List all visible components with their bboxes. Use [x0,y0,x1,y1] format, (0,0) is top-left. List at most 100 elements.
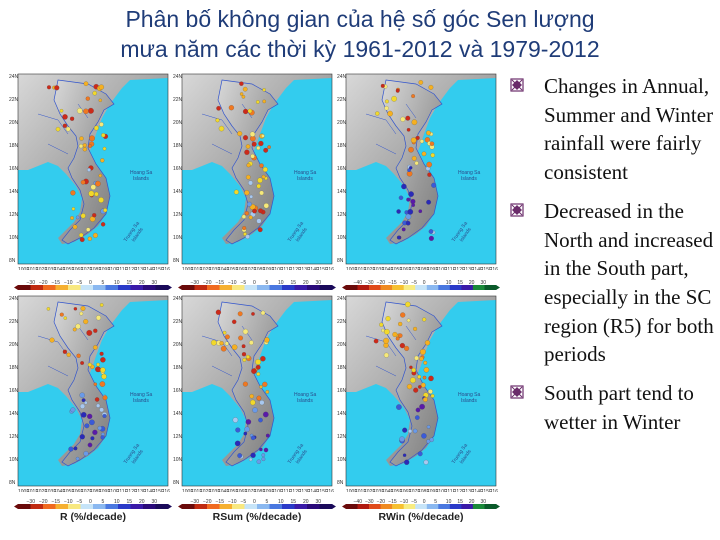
station-dot [263,447,269,453]
lon-tick-label: 110E [436,267,448,270]
lat-tick-label: 22N [337,97,347,103]
station-dot [426,425,431,429]
lon-tick-label: 115E [481,489,493,492]
station-dot [242,135,248,141]
colorbar-swatch [182,504,195,509]
station-dot [251,368,257,374]
station-dot [398,321,403,327]
lat-tick-label: 10N [173,457,183,463]
station-dot [231,344,238,351]
lon-tick-label: 111E [117,489,129,492]
station-dot [80,306,86,311]
colorbar-tick-label: 20 [469,499,475,505]
station-dot [260,310,266,316]
station-dot [218,125,225,132]
colorbar-tick-label: −5 [241,499,247,505]
lat-tick-label: 20N [173,120,183,126]
lon-tick-label: 108E [90,267,102,270]
station-dot [265,433,270,438]
station-dot [262,166,268,172]
colorbar-tick-label: 5 [102,499,105,505]
station-dot [422,375,427,380]
station-dot [248,215,253,220]
station-dot [411,94,415,99]
station-dot [400,312,406,318]
lon-tick-label: 106E [72,489,84,492]
title-line-2: mưa năm các thời kỳ 1961-2012 và 1979-20… [120,36,600,62]
colorbar-tick-label: 30 [152,499,158,505]
lon-tick-label: 100E [182,489,194,492]
lon-tick-label: 116E [162,267,170,270]
lon-tick-label: 104E [54,489,66,492]
station-dot [256,459,262,464]
colorbar-tick-label: 5 [266,499,269,505]
colorbar-swatch [105,285,119,290]
colorbar-swatch [369,285,381,290]
station-dot [68,446,74,452]
colorbar-tick-label: −30 [27,499,36,505]
station-dot [70,407,76,413]
lat-tick-label: 16N [173,388,183,394]
station-dot [80,180,86,185]
station-dot [88,144,92,148]
colorbar-tick-label: 15 [457,499,463,505]
lon-tick-label: 103E [373,267,385,270]
lon-tick-label: 115E [153,267,165,270]
station-dot [409,365,413,370]
station-dot [87,413,93,420]
station-dot [418,385,422,389]
colorbar-swatch [438,504,451,509]
lat-tick-label: 22N [9,319,19,325]
colorbar-tick-label: 15 [127,499,133,505]
lon-tick-label: 109E [427,489,439,492]
hoang-sa-label: Hoang Sa [294,170,316,176]
station-dot [256,145,261,150]
lat-tick-label: 16N [9,388,19,394]
station-dot [62,114,68,120]
hoang-sa-sublabel: Islands [461,398,477,404]
lon-tick-label: 111E [117,267,129,270]
station-dot [395,336,400,341]
colorbar-tick-label: 10 [114,280,120,286]
colorbar-tick-label: −20 [39,499,48,505]
station-dot [249,393,254,399]
station-dot [263,203,269,209]
hoang-sa-label: Hoang Sa [458,170,480,176]
station-dot [216,105,221,111]
lat-tick-label: 20N [173,342,183,348]
map-annual-1961-2012: 24N 22N 20N 18N 16N 14N 12N 10N 8N Hoang Sa Island… [8,70,170,270]
colorbar-swatch [232,504,245,509]
station-dot [244,190,250,196]
station-dot [422,317,427,322]
colorbar-swatch [357,504,370,509]
station-dot [405,220,411,226]
colorbar-swatch [415,285,427,290]
station-dot [249,131,256,137]
station-dot [59,108,64,113]
station-dot [426,130,431,136]
station-dot [426,439,431,444]
station-dot [256,183,261,189]
lon-tick-label: 111E [281,489,293,492]
station-dot [256,372,261,376]
bullet-glyph-icon [510,203,524,217]
lon-tick-label: 101E [191,267,203,270]
station-dot [102,395,108,401]
colorbar-swatch [449,504,462,509]
lon-tick-label: 103E [209,267,221,270]
station-dot [65,126,71,132]
lat-tick-label: 16N [337,388,347,394]
lat-tick-label: 24N [173,74,183,80]
station-dot [250,153,255,159]
colorbar-swatch [80,285,94,290]
station-dot [424,340,431,346]
station-dot [246,201,252,207]
colorbar-swatch [449,285,462,290]
station-dot [379,322,384,327]
colorbar-swatch [403,285,416,290]
station-dot [73,446,78,451]
lon-tick-label: 113E [463,267,475,270]
station-dot [261,174,266,179]
lon-tick-label: 102E [36,489,48,492]
station-dot [243,232,247,236]
